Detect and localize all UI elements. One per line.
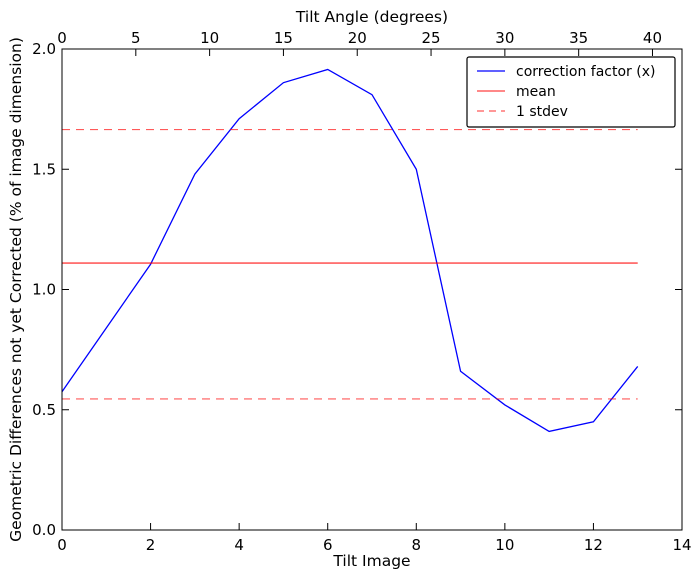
y-tick-label: 0.0 xyxy=(32,521,56,539)
top-x-tick-label: 15 xyxy=(274,29,293,47)
y-tick-label: 1.0 xyxy=(32,281,56,299)
x-tick-label: 4 xyxy=(234,536,244,554)
y-axis-label: Geometric Differences not yet Corrected … xyxy=(7,37,25,542)
x-tick-label: 0 xyxy=(57,536,67,554)
top-x-tick-label: 10 xyxy=(200,29,219,47)
top-x-tick-label: 5 xyxy=(131,29,141,47)
x-tick-label: 6 xyxy=(323,536,333,554)
top-x-tick-label: 0 xyxy=(57,29,67,47)
x-tick-label: 12 xyxy=(584,536,603,554)
top-x-axis-label: Tilt Angle (degrees) xyxy=(295,8,448,26)
x-tick-label: 14 xyxy=(672,536,691,554)
legend-entry: correction factor (x) xyxy=(516,64,655,80)
top-x-tick-label: 25 xyxy=(422,29,441,47)
top-x-tick-label: 20 xyxy=(348,29,367,47)
legend-entry: mean xyxy=(516,84,556,100)
legend-entry: 1 stdev xyxy=(516,104,568,120)
x-tick-label: 2 xyxy=(146,536,156,554)
series-line-0 xyxy=(61,68,639,433)
ticks-layer: 0 2 4 6 8 10 12 14 0 5 10 15 20 25 30 35 40 0.0 0.5 1.0 1.5 2… xyxy=(32,29,691,554)
y-tick-label: 0.5 xyxy=(32,401,56,419)
x-axis-label: Tilt Image xyxy=(332,552,410,570)
x-tick-label: 8 xyxy=(412,536,422,554)
y-tick-label: 2.0 xyxy=(32,40,56,58)
top-x-tick-label: 35 xyxy=(569,29,588,47)
top-x-tick-label: 30 xyxy=(495,29,514,47)
series-layer xyxy=(61,68,639,433)
x-tick-label: 10 xyxy=(495,536,514,554)
legend: correction factor (x) mean 1 stdev xyxy=(466,56,676,128)
legend-box xyxy=(466,56,676,128)
top-x-tick-label: 40 xyxy=(643,29,662,47)
y-tick-label: 1.5 xyxy=(32,160,56,178)
